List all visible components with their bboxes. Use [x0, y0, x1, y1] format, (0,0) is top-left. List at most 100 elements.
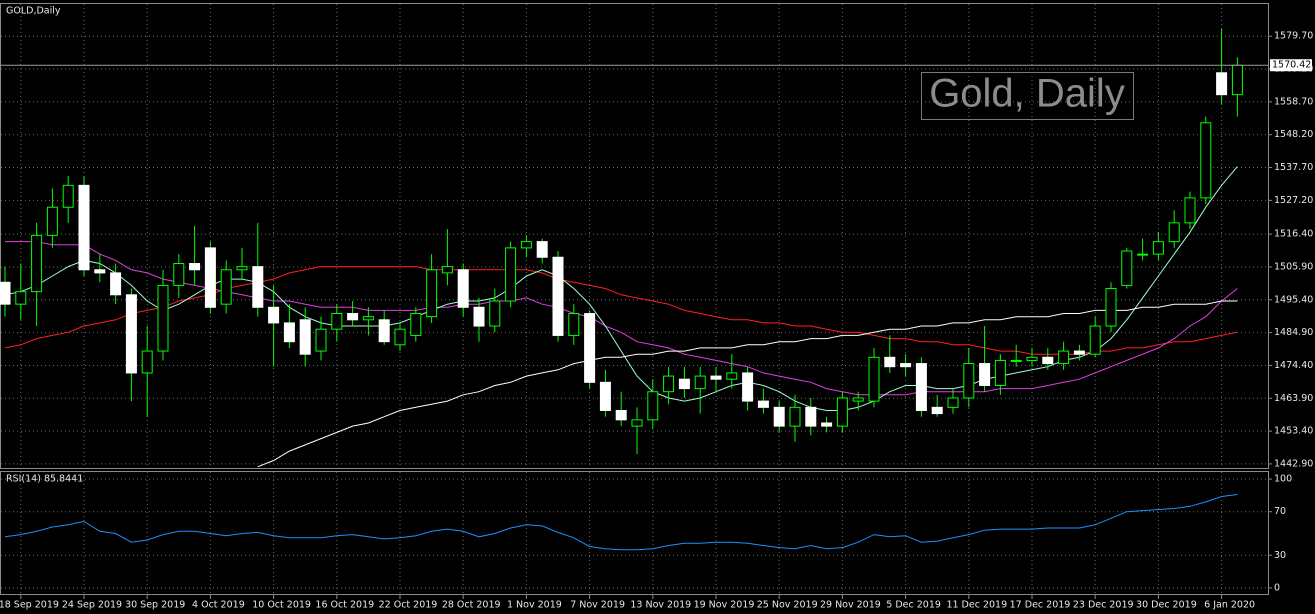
candle-body — [1026, 356, 1038, 361]
chart-layer: 1579.701569.201558.701548.201537.701527.… — [0, 4, 1313, 611]
x-tick-label: 19 Nov 2019 — [694, 600, 755, 611]
y-tick-label: 1474.40 — [1274, 360, 1313, 371]
candle-body — [963, 363, 975, 399]
candle-body — [315, 328, 327, 352]
x-tick-label: 17 Dec 2019 — [1010, 600, 1071, 611]
candle-body — [1105, 288, 1117, 327]
candle-body — [457, 269, 469, 308]
candle-body — [584, 313, 596, 383]
candle-body — [805, 406, 817, 427]
candle-body — [62, 184, 74, 208]
candle-body — [125, 294, 137, 374]
candle-body — [1216, 72, 1228, 96]
y-tick-label: 0 — [1274, 582, 1280, 593]
x-tick-label: 10 Oct 2019 — [252, 600, 311, 611]
candle-body — [1231, 64, 1243, 96]
candle-body — [773, 406, 785, 427]
candle-body — [252, 266, 264, 308]
candle-body — [615, 409, 627, 421]
candle-body — [821, 422, 833, 427]
y-tick-label: 1484.90 — [1274, 327, 1313, 338]
current-price-label: 1570.42 — [1272, 60, 1311, 71]
candle-body — [994, 359, 1006, 386]
candle-body — [1058, 350, 1070, 365]
x-tick-label: 1 Nov 2019 — [507, 600, 562, 611]
candle-body — [31, 234, 43, 293]
candle-body — [1152, 241, 1164, 255]
candle-body — [836, 397, 848, 427]
candle-body — [157, 284, 169, 352]
x-tick-label: 25 Nov 2019 — [757, 600, 818, 611]
x-tick-label: 11 Dec 2019 — [946, 600, 1007, 611]
candle-body — [489, 300, 501, 327]
y-tick-label: 1558.70 — [1274, 96, 1313, 107]
candle-body — [78, 184, 90, 271]
x-tick-label: 30 Dec 2019 — [1136, 600, 1197, 611]
candle-body — [663, 375, 675, 393]
x-tick-label: 7 Nov 2019 — [570, 600, 625, 611]
x-tick-label: 28 Oct 2019 — [442, 600, 501, 611]
x-tick-label: 13 Nov 2019 — [630, 600, 691, 611]
candle-body — [505, 247, 517, 302]
candle-body — [204, 247, 216, 308]
candle-body — [46, 206, 58, 236]
y-tick-label: 1442.90 — [1274, 458, 1313, 469]
candle-body — [347, 313, 359, 321]
x-tick-label: 16 Oct 2019 — [315, 600, 374, 611]
candle-body — [268, 306, 280, 324]
y-tick-label: 1516.40 — [1274, 229, 1313, 240]
rsi-line — [4, 494, 1238, 551]
candle-body — [631, 419, 643, 427]
candle-body — [742, 372, 754, 402]
x-tick-label: 30 Sep 2019 — [125, 600, 185, 611]
candle-body — [1200, 122, 1212, 199]
candle-body — [1010, 359, 1022, 362]
candle-body — [979, 363, 991, 386]
watermark: Gold, Daily — [929, 72, 1125, 116]
candle-body — [362, 316, 374, 321]
x-tick-label: 4 Oct 2019 — [192, 600, 245, 611]
candle-body — [473, 306, 485, 327]
candle-body — [757, 400, 769, 408]
candle-body — [15, 291, 27, 305]
candle-body — [378, 319, 390, 343]
candle-body — [1121, 250, 1133, 286]
x-tick-label: 6 Jan 2020 — [1204, 600, 1255, 611]
candle-body — [1137, 253, 1149, 256]
watermark-box — [921, 72, 1134, 120]
candle-body — [410, 313, 422, 336]
moving-average — [257, 300, 1238, 468]
candle-body — [884, 356, 896, 368]
y-tick-label: 1453.40 — [1274, 426, 1313, 437]
candle-body — [173, 263, 185, 286]
candle-body — [141, 350, 153, 374]
candle-body — [520, 241, 532, 249]
candle-body — [220, 269, 232, 305]
y-tick-label: 1548.20 — [1274, 129, 1313, 140]
candle-body — [678, 378, 690, 390]
candle-body — [1168, 222, 1180, 243]
candle-body — [900, 363, 912, 368]
rsi-title: RSI(14) 85.8441 — [6, 474, 83, 485]
x-tick-label: 29 Nov 2019 — [820, 600, 881, 611]
y-tick-label: 1579.70 — [1274, 31, 1313, 42]
x-tick-label: 23 Dec 2019 — [1073, 600, 1134, 611]
x-tick-label: 18 Sep 2019 — [0, 600, 59, 611]
candle-body — [915, 363, 927, 411]
y-tick-label: 1537.70 — [1274, 162, 1313, 173]
candle-body — [94, 269, 106, 274]
candle-body — [441, 266, 453, 274]
candle-body — [726, 372, 738, 380]
candle-body — [552, 256, 564, 336]
candle-body — [1042, 356, 1054, 365]
candle-body — [110, 272, 122, 296]
candle-body — [394, 328, 406, 346]
y-tick-label: 1463.90 — [1274, 393, 1313, 404]
rsi-panel — [0, 471, 1269, 595]
candle-body — [331, 313, 343, 330]
candle-body — [189, 263, 201, 271]
y-tick-label: 30 — [1274, 550, 1286, 561]
y-tick-label: 1505.90 — [1274, 261, 1313, 272]
price-panel — [0, 3, 1269, 469]
